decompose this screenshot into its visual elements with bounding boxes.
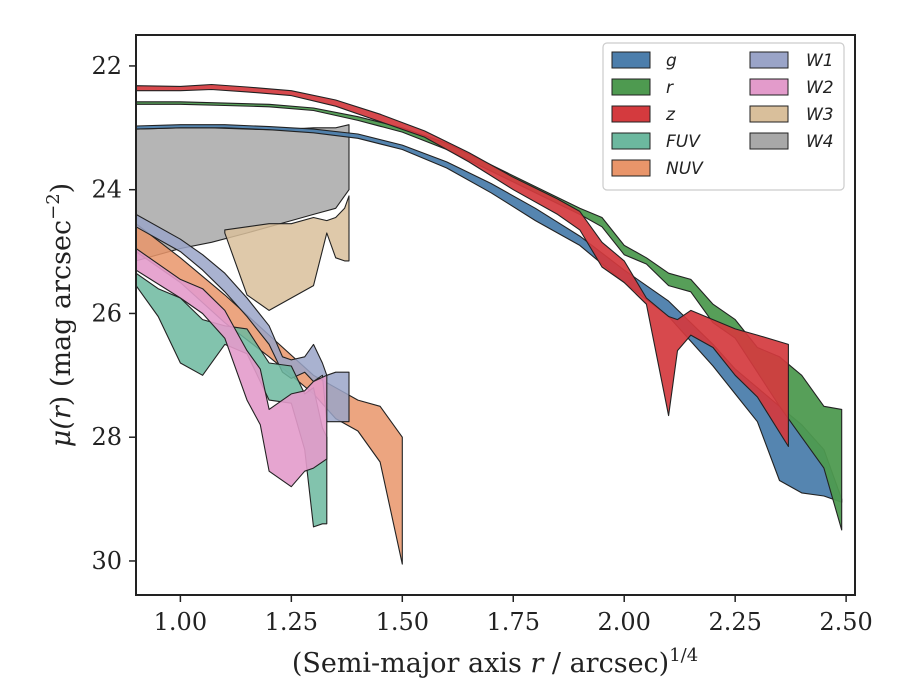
legend-swatch-r <box>611 78 651 96</box>
x-tick-label: 2.00 <box>597 608 650 636</box>
legend-swatch-fuv <box>611 132 651 150</box>
legend-label-r: r <box>666 78 674 98</box>
x-axis-label: (Semi-major axis r / arcsec)1/4 <box>292 645 698 679</box>
legend-label-w4: W4 <box>806 132 834 152</box>
legend-label-fuv: FUV <box>666 132 701 152</box>
plot-frame <box>135 34 856 596</box>
x-tick-label: 1.25 <box>265 608 318 636</box>
legend-swatch-g <box>611 51 651 69</box>
band-w1 <box>136 213 350 423</box>
y-tick-label: 24 <box>91 176 122 204</box>
x-tick-label: 1.75 <box>487 608 540 636</box>
band-w2 <box>136 247 328 488</box>
legend-label-w3: W3 <box>806 105 834 125</box>
series-bands <box>136 83 843 565</box>
y-tick-label: 26 <box>91 299 122 327</box>
legend-label-z: z <box>665 105 676 125</box>
legend-swatch-w3 <box>749 105 789 123</box>
y-tick-label: 22 <box>91 52 122 80</box>
x-tick-label: 2.50 <box>819 608 872 636</box>
band-w3 <box>224 195 350 311</box>
legend-swatch-z <box>611 105 651 123</box>
legend-label-nuv: NUV <box>666 159 704 179</box>
y-tick-label: 28 <box>91 423 122 451</box>
legend-swatch-w4 <box>749 132 789 150</box>
legend-swatch-w2 <box>749 78 789 96</box>
legend-label-w2: W2 <box>806 78 834 98</box>
legend-label-w1: W1 <box>806 51 834 71</box>
y-axis: 22 24 26 28 30 <box>91 52 136 575</box>
x-tick-label: 1.50 <box>376 608 429 636</box>
legend-swatch-w1 <box>749 51 789 69</box>
band-z <box>136 83 789 448</box>
x-tick-label: 1.00 <box>154 608 207 636</box>
y-tick-label: 30 <box>91 547 122 575</box>
legend: grz FUV NUV W1 W2 W3 W4 <box>602 42 845 191</box>
legend-swatch-nuv <box>611 159 651 177</box>
x-tick-label: 2.25 <box>708 608 761 636</box>
y-axis-label: μ(r) (mag arcsec−2) <box>43 183 77 447</box>
x-axis: 1.00 1.25 1.50 1.75 2.00 2.25 2.50 <box>154 595 873 636</box>
legend-label-g: g <box>666 51 677 71</box>
